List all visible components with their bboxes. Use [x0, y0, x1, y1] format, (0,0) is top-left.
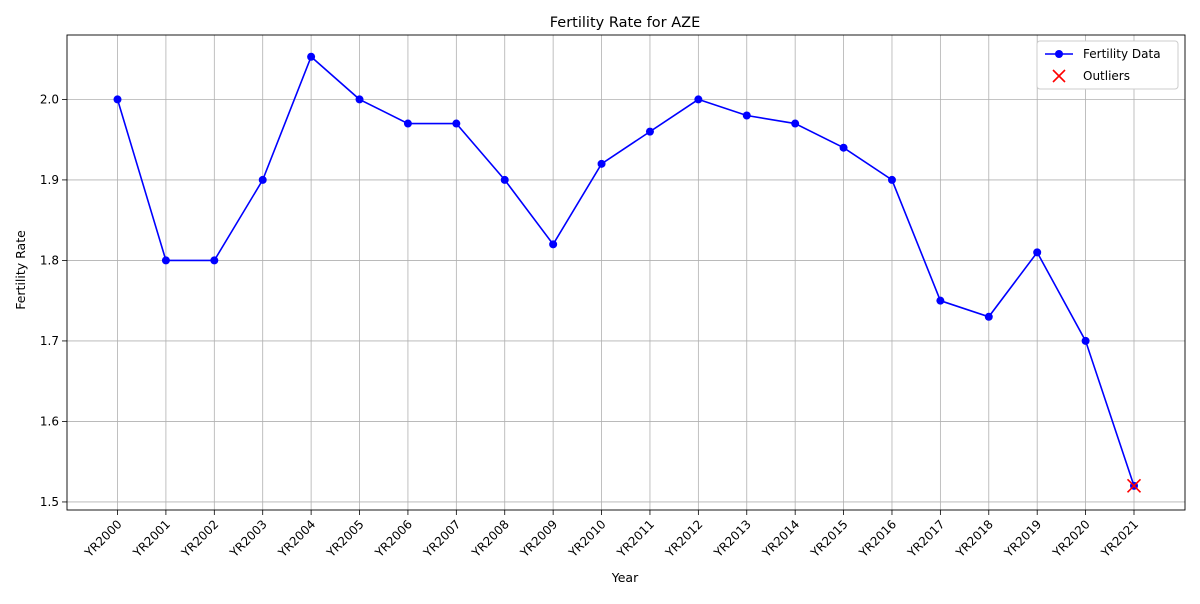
data-point [161, 256, 170, 265]
legend-label: Outliers [1083, 69, 1130, 83]
x-tick-label: YR2010 [565, 517, 608, 560]
y-tick-label: 1.7 [40, 334, 59, 348]
y-tick-label: 1.9 [40, 173, 59, 187]
legend-x-swatch [1052, 69, 1066, 83]
data-point [791, 119, 800, 128]
data-point [113, 95, 122, 104]
axes: YR2000 YR2001 YR2002 YR2003 YR2004 YR2005 YR20… [40, 34, 1186, 561]
data-point [694, 95, 703, 104]
data-point [307, 52, 316, 61]
outlier-marker [1126, 478, 1142, 493]
y-axis-label: Fertility Rate [13, 230, 28, 310]
y-tick-label: 1.6 [40, 414, 59, 428]
data-point [887, 175, 896, 184]
chart-title: Fertility Rate for AZE [550, 15, 701, 31]
data-point [597, 159, 606, 168]
x-tick-label: YR2008 [469, 517, 512, 560]
data-point [1081, 336, 1090, 345]
data-point [355, 95, 364, 104]
legend-marker-swatch [1055, 50, 1063, 58]
plot-frame [66, 34, 1186, 511]
data-point [1033, 248, 1042, 257]
data-point [549, 240, 558, 249]
x-tick-label: YR2004 [275, 517, 318, 560]
legend: Fertility Data Outliers [1036, 40, 1179, 90]
x-tick-label: YR2021 [1098, 517, 1141, 560]
x-tick-label: YR2002 [178, 517, 221, 560]
legend-label: Fertility Data [1083, 47, 1161, 61]
y-tick-label: 2.0 [40, 92, 59, 106]
outlier-marker-stroke [1126, 478, 1142, 493]
data-point [645, 127, 654, 136]
data-point [936, 296, 945, 305]
x-tick-label: YR2013 [711, 517, 754, 560]
data-point [210, 256, 219, 265]
data-point [839, 143, 848, 152]
x-tick-label: YR2003 [227, 517, 270, 560]
x-tick-label: YR2016 [856, 517, 899, 560]
x-tick-label: YR2001 [130, 517, 173, 560]
x-tick-label: YR2020 [1049, 517, 1092, 560]
x-tick-label: YR2017 [904, 517, 947, 560]
x-tick-label: YR2018 [953, 517, 996, 560]
grid-lines [67, 35, 1185, 510]
x-tick-label: YR2012 [662, 517, 705, 560]
series-layer [113, 52, 1142, 493]
x-tick-label: YR2014 [759, 517, 802, 560]
x-tick-label: YR2015 [807, 517, 850, 560]
data-point [500, 175, 509, 184]
x-tick-label: YR2006 [372, 517, 415, 560]
x-tick-label: YR2007 [420, 517, 463, 560]
data-point [742, 111, 751, 120]
x-tick-label: YR2011 [614, 517, 657, 560]
data-point [984, 312, 993, 321]
series-line-fertility-data [116, 55, 1135, 487]
legend-box [1036, 40, 1179, 90]
x-axis-label: Year [611, 570, 639, 585]
x-tick-label: YR2019 [1001, 517, 1044, 560]
x-tick-label: YR2000 [81, 517, 124, 560]
y-tick-label: 1.5 [40, 495, 59, 509]
data-point [403, 119, 412, 128]
x-tick-label: YR2005 [323, 517, 366, 560]
data-point [452, 119, 461, 128]
x-tick-label: YR2009 [517, 517, 560, 560]
data-point [258, 175, 267, 184]
y-tick-label: 1.8 [40, 253, 59, 267]
